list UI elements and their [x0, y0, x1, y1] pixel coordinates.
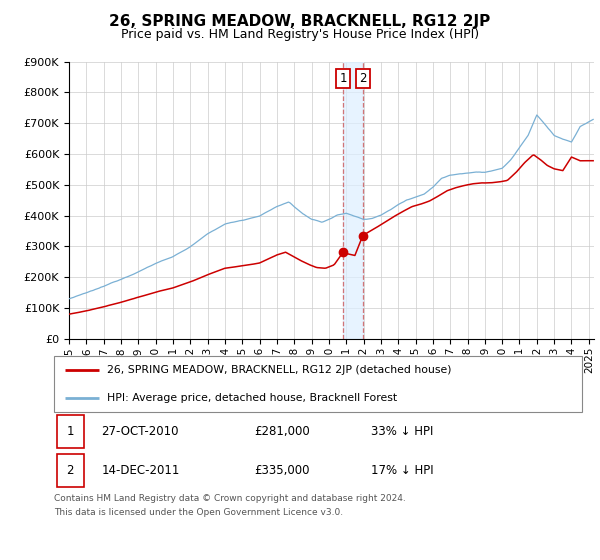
Text: 1: 1 [67, 424, 74, 438]
Text: 2: 2 [359, 72, 367, 85]
Text: 17% ↓ HPI: 17% ↓ HPI [371, 464, 433, 477]
Text: 26, SPRING MEADOW, BRACKNELL, RG12 2JP: 26, SPRING MEADOW, BRACKNELL, RG12 2JP [109, 14, 491, 29]
Text: £281,000: £281,000 [254, 424, 310, 438]
Bar [56, 415, 84, 447]
Text: 27-OCT-2010: 27-OCT-2010 [101, 424, 179, 438]
Text: 33% ↓ HPI: 33% ↓ HPI [371, 424, 433, 438]
Text: This data is licensed under the Open Government Licence v3.0.: This data is licensed under the Open Gov… [54, 508, 343, 517]
Bar [56, 454, 84, 487]
Text: 2: 2 [67, 464, 74, 477]
Text: 1: 1 [340, 72, 347, 85]
Text: 26, SPRING MEADOW, BRACKNELL, RG12 2JP (detached house): 26, SPRING MEADOW, BRACKNELL, RG12 2JP (… [107, 365, 451, 375]
Text: 14-DEC-2011: 14-DEC-2011 [101, 464, 180, 477]
Bar [343, 62, 363, 339]
Text: HPI: Average price, detached house, Bracknell Forest: HPI: Average price, detached house, Brac… [107, 393, 397, 403]
Text: £335,000: £335,000 [254, 464, 310, 477]
Text: Contains HM Land Registry data © Crown copyright and database right 2024.: Contains HM Land Registry data © Crown c… [54, 494, 406, 503]
Text: Price paid vs. HM Land Registry's House Price Index (HPI): Price paid vs. HM Land Registry's House … [121, 28, 479, 41]
